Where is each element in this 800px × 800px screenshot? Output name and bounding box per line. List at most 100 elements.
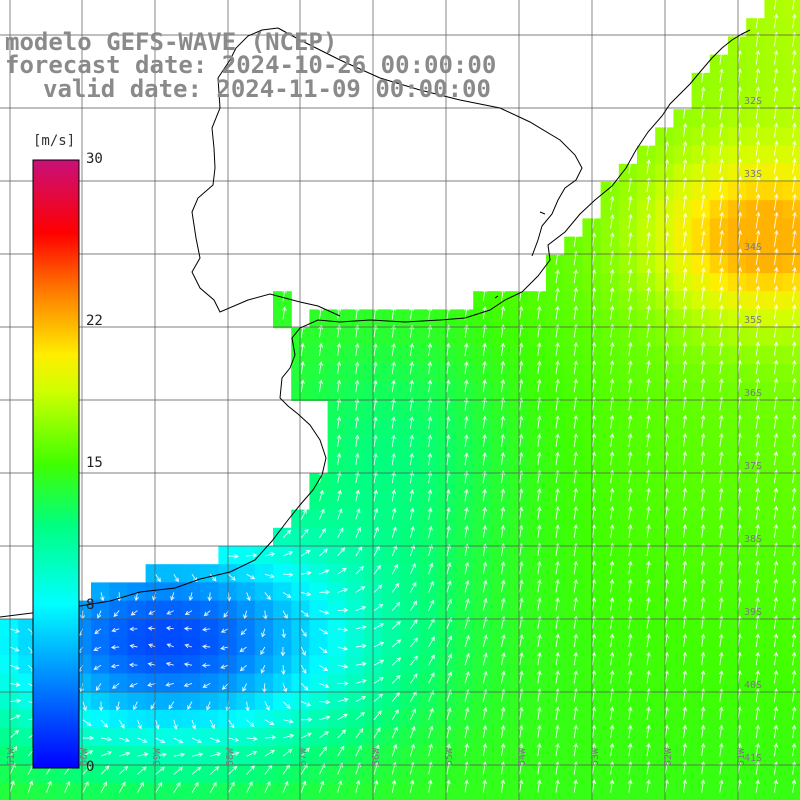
wind-arrow [773,122,779,138]
wind-cell [163,709,183,729]
wind-cell [746,400,765,420]
wind-arrow [609,633,615,648]
wind-cell [764,72,784,92]
wind-cell [127,691,147,711]
wind-cell [527,709,547,729]
wind-arrow [373,603,384,611]
wind-cell [691,509,711,529]
wind-arrow [791,487,797,502]
wind-arrow [166,610,175,615]
wind-arrow [391,379,396,393]
wind-arrow [129,682,138,688]
wind-arrow [500,670,506,684]
wind-cell [618,673,638,693]
wind-arrow [773,761,779,775]
wind-arrow [555,724,560,739]
wind-cell [400,327,420,347]
wind-cell [764,746,784,765]
wind-arrow [718,505,724,520]
wind-arrow [719,140,724,156]
wind-arrow [500,634,506,648]
wind-arrow [464,743,470,757]
wind-arrow [184,643,193,649]
wind-cell [728,509,747,529]
wind-arrow [755,761,760,775]
wind-arrow [791,341,797,356]
wind-cell [673,746,693,765]
wind-arrow [391,544,398,557]
wind-cell [236,782,256,800]
wind-cell [655,473,674,492]
wind-arrow [191,781,199,793]
wind-cell [291,728,310,747]
wind-cell [746,36,765,56]
wind-cell [182,728,201,747]
wind-cell [491,345,511,365]
wind-cell [728,382,747,401]
wind-arrow [446,617,453,629]
wind-arrow [373,452,378,466]
wind-arrow [300,508,307,520]
wind-arrow [391,471,396,484]
wind-arrow [646,633,651,648]
wind-cell [618,382,638,401]
latitude-label: 41S [744,753,762,764]
wind-cell [127,746,147,765]
wind-arrow [246,592,251,602]
wind-cell [309,509,329,529]
wind-cell [600,182,620,201]
wind-arrow [700,122,706,138]
wind-cell [364,436,383,456]
wind-cell [618,764,638,784]
wind-cell [527,418,547,438]
wind-cell [637,327,656,347]
wind-cell [637,509,656,529]
wind-cell [728,546,747,565]
wind-cell [418,546,438,565]
wind-cell [455,327,474,347]
latitude-label: 35S [744,315,762,326]
wind-arrow [228,737,240,742]
wind-arrow [646,487,651,502]
wind-cell [782,273,800,292]
wind-cell [673,127,693,147]
wind-cell [273,527,292,547]
wind-arrow [391,743,398,757]
wind-cell [600,309,620,329]
wind-arrow [591,287,597,302]
wind-cell [728,673,747,693]
wind-arrow [64,780,71,793]
wind-cell [673,382,693,401]
wind-arrow [519,670,524,684]
wind-cell [345,418,365,438]
wind-cell [637,364,656,383]
wind-cell [91,618,110,638]
wind-arrow [9,729,20,739]
wind-cell [600,236,620,256]
wind-arrow [183,662,193,667]
wind-cell [345,764,365,784]
wind-cell [327,309,347,329]
wind-arrow [9,698,22,704]
wind-arrow [755,742,760,757]
wind-cell [491,673,511,693]
wind-arrow [355,695,367,702]
wind-cell [546,364,565,383]
wind-arrow [301,717,313,722]
wind-arrow [319,528,326,539]
wind-cell [564,382,583,401]
wind-cell [728,364,747,383]
wind-arrow [773,0,778,11]
wind-arrow [537,670,542,684]
wind-arrow [464,306,469,320]
wind-cell [527,455,547,474]
wind-arrow [9,646,20,652]
wind-cell [746,218,765,238]
wind-arrow [95,683,102,692]
wind-arrow [536,342,542,356]
wind-arrow [791,742,797,757]
wind-cell [364,582,383,602]
wind-arrow [773,158,779,174]
wind-arrow [428,672,435,684]
wind-arrow [354,361,360,375]
